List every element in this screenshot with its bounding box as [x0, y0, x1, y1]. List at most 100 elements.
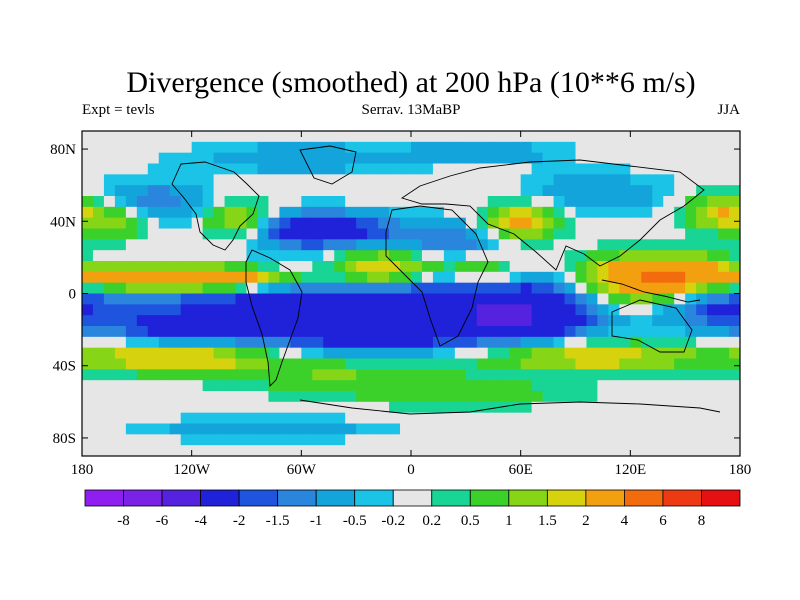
heat-cell: [531, 228, 544, 240]
heat-cell: [509, 282, 522, 295]
heat-cell: [147, 152, 160, 165]
heat-cell: [454, 401, 467, 414]
heat-cell: [674, 228, 686, 240]
heat-cell: [476, 423, 489, 435]
heat-cell: [301, 185, 313, 197]
heat-cell: [334, 271, 346, 284]
heat-cell: [180, 206, 193, 219]
heat-cell: [454, 380, 467, 392]
heat-cell: [443, 282, 456, 295]
heat-cell: [685, 423, 697, 435]
heat-cell: [136, 380, 149, 392]
heat-cell: [257, 293, 270, 305]
heat-cell: [443, 369, 456, 381]
heat-cell: [356, 434, 368, 446]
heat-cell: [312, 445, 324, 456]
heat-cell: [400, 347, 412, 360]
heat-cell: [729, 131, 740, 143]
heat-cell: [509, 347, 522, 360]
heat-cell: [213, 250, 226, 262]
heat-cell: [345, 250, 357, 262]
heat-cell: [301, 152, 313, 165]
heat-cell: [82, 347, 94, 360]
heat-cell: [564, 401, 577, 414]
heat-cell: [542, 423, 555, 435]
heat-cell: [597, 196, 609, 208]
heat-cell: [334, 304, 346, 316]
heat-cell: [575, 434, 588, 446]
heat-cell: [202, 261, 215, 273]
heat-cell: [246, 131, 259, 143]
heat-cell: [92, 228, 105, 240]
heat-cell: [696, 185, 708, 197]
heat-cell: [169, 239, 182, 251]
heat-cell: [103, 239, 116, 251]
heat-cell: [586, 282, 599, 295]
heat-cell: [465, 380, 478, 392]
heat-cell: [674, 304, 686, 316]
heat-cell: [718, 445, 730, 456]
heat-cell: [268, 271, 280, 284]
heat-cell: [158, 336, 171, 349]
heat-cell: [520, 185, 533, 197]
heat-cell: [345, 141, 357, 154]
heat-cell: [136, 250, 149, 262]
heat-cell: [114, 196, 127, 208]
heat-cell: [597, 347, 609, 360]
heat-cell: [356, 401, 368, 414]
heat-cell: [443, 163, 456, 175]
heat-cell: [158, 380, 171, 392]
heat-cell: [652, 239, 664, 251]
heat-cell: [180, 250, 193, 262]
heat-cell: [180, 141, 193, 154]
heat-cell: [531, 261, 544, 273]
heat-cell: [268, 401, 280, 414]
heat-cell: [334, 141, 346, 154]
heat-cell: [323, 315, 335, 327]
heat-cell: [663, 304, 675, 316]
heat-cell: [125, 369, 138, 381]
heat-cell: [202, 445, 215, 456]
heat-cell: [465, 412, 478, 425]
heat-cell: [334, 423, 346, 435]
heat-cell: [718, 206, 730, 219]
heat-cell: [707, 141, 719, 154]
heat-cell: [597, 228, 609, 240]
heat-cell: [630, 271, 642, 284]
heat-cell: [235, 401, 248, 414]
heat-cell: [597, 391, 609, 403]
heat-cell: [290, 445, 302, 456]
heat-cell: [169, 369, 182, 381]
heat-cell: [498, 250, 511, 262]
heat-cell: [103, 206, 116, 219]
heat-cell: [356, 228, 368, 240]
heat-cell: [597, 445, 609, 456]
heat-cell: [674, 152, 686, 165]
heat-cell: [531, 206, 544, 219]
heat-cell: [619, 141, 631, 154]
heat-cell: [224, 282, 237, 295]
heat-cell: [180, 358, 193, 370]
heat-cell: [257, 206, 270, 219]
heat-cell: [400, 152, 412, 165]
heat-cell: [487, 217, 500, 230]
heat-cell: [235, 152, 248, 165]
heat-cell: [498, 228, 511, 240]
heat-cell: [465, 239, 478, 251]
heat-cell: [729, 152, 740, 165]
heat-cell: [378, 261, 390, 273]
heat-cell: [246, 326, 259, 338]
heat-cell: [696, 261, 708, 273]
heat-cell: [696, 369, 708, 381]
heat-cell: [92, 196, 105, 208]
heat-cell: [147, 185, 160, 197]
heat-cell: [619, 185, 631, 197]
heat-cell: [652, 217, 664, 230]
heat-cell: [685, 369, 697, 381]
heat-cell: [367, 185, 379, 197]
heat-cell: [531, 174, 544, 186]
heat-cell: [257, 174, 270, 186]
heat-cell: [213, 293, 226, 305]
heat-cell: [597, 282, 609, 295]
heat-cell: [268, 434, 280, 446]
